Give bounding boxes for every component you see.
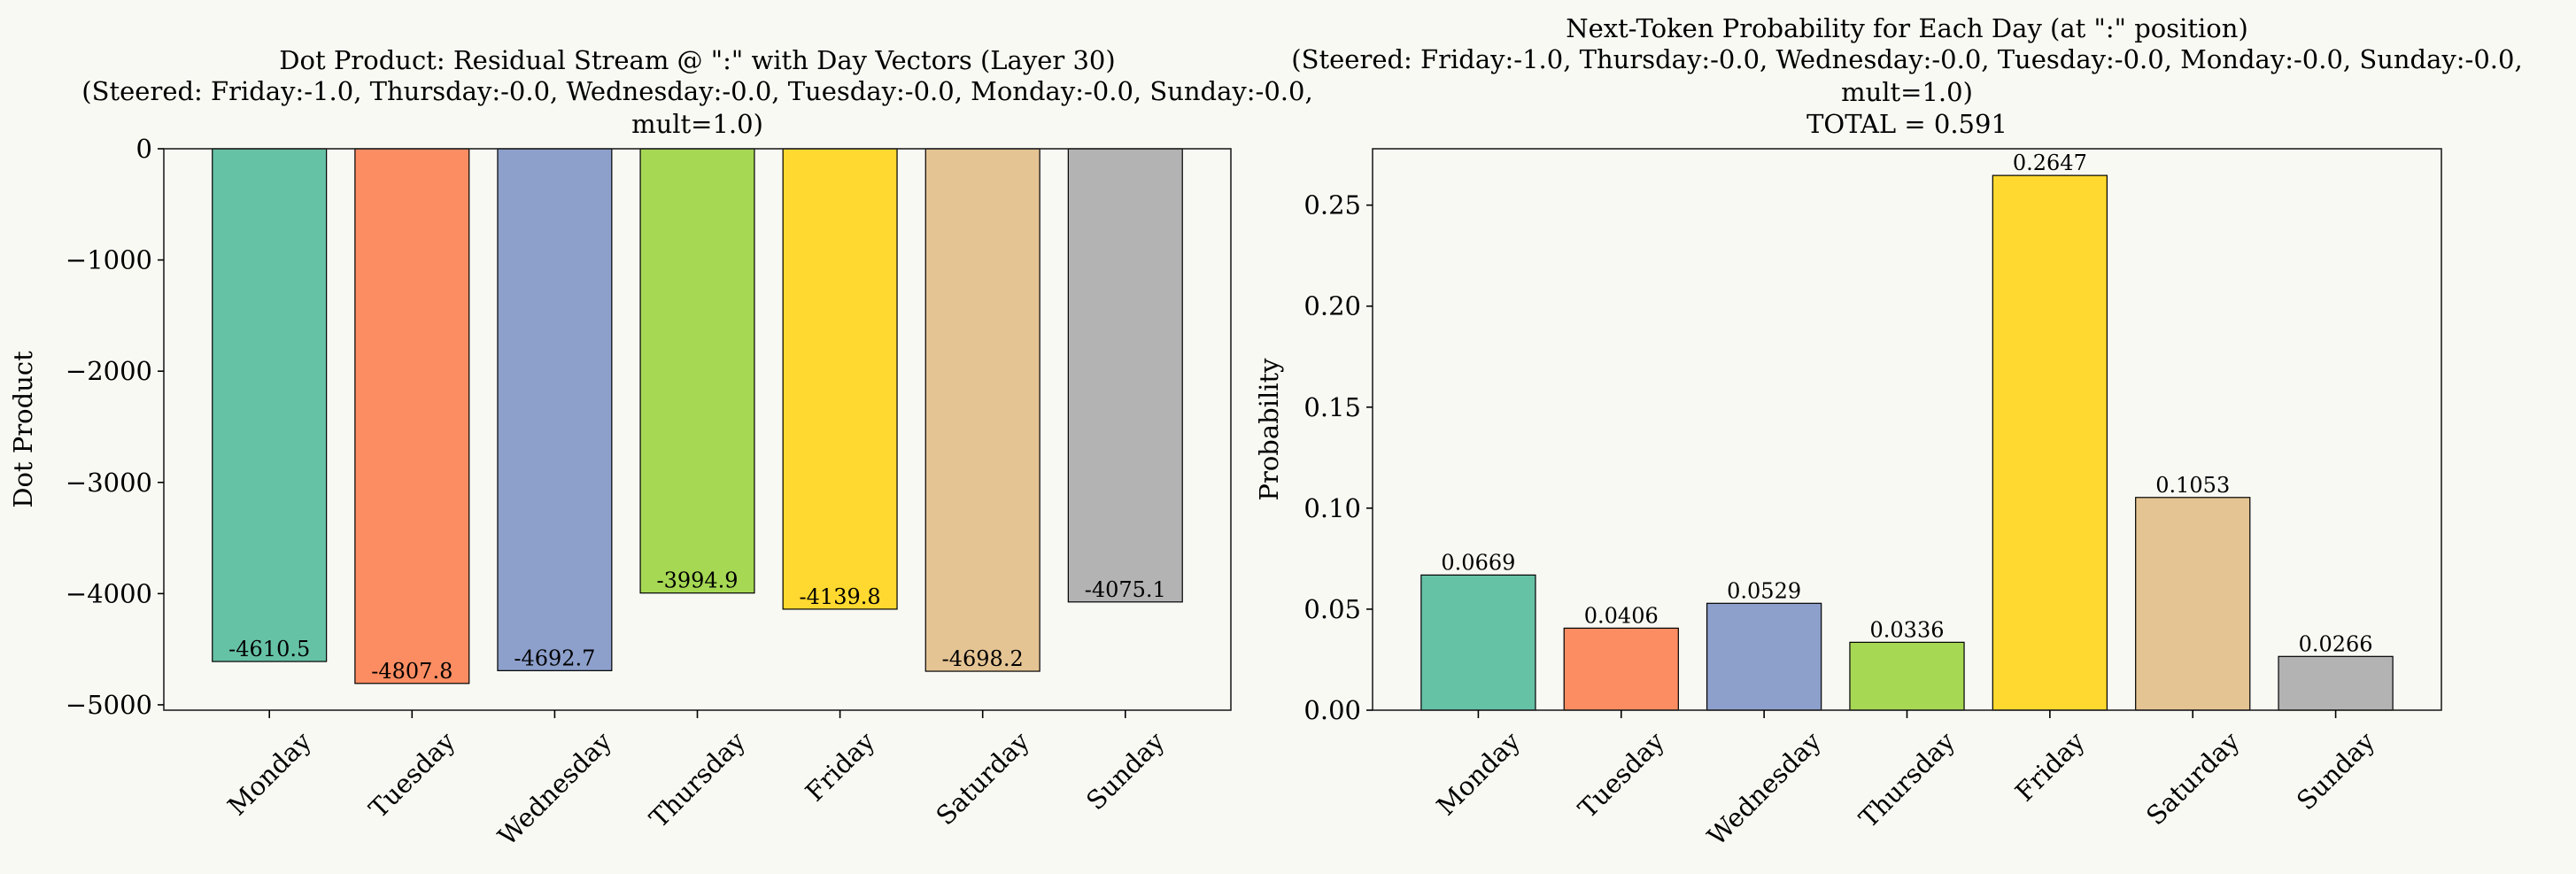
chart-title-line: (Steered: Friday:-1.0, Thursday:-0.0, We… — [1291, 44, 2522, 74]
y-tick-label: −5000 — [66, 690, 152, 720]
y-tick-label: −1000 — [66, 245, 152, 275]
chart-title-line: Next-Token Probability for Each Day (at … — [1566, 13, 2248, 43]
bar-wednesday — [497, 148, 613, 671]
data-label: 0.0529 — [1727, 578, 1801, 603]
data-label: -4610.5 — [228, 637, 310, 661]
data-label: -3994.9 — [656, 568, 738, 593]
bar-thursday — [639, 148, 755, 594]
bar-monday — [212, 148, 328, 662]
y-tick-label: −2000 — [66, 356, 152, 386]
data-label: -4139.8 — [800, 584, 881, 609]
chart-title-line: (Steered: Friday:-1.0, Thursday:-0.0, We… — [81, 76, 1312, 106]
bar-saturday — [924, 148, 1040, 672]
y-tick-label: 0.05 — [1303, 594, 1361, 624]
data-label: -4698.2 — [942, 646, 1024, 671]
y-tick-label: −4000 — [66, 578, 152, 608]
y-tick-label: 0.15 — [1303, 392, 1361, 422]
y-tick-label: 0 — [136, 134, 152, 164]
bar-sunday — [2278, 655, 2394, 711]
bar-sunday — [1067, 148, 1183, 603]
data-label: 0.1053 — [2155, 473, 2230, 498]
y-tick-label: 0.10 — [1303, 493, 1361, 523]
data-label: 0.0266 — [2299, 631, 2373, 656]
chart-title-line: TOTAL = 0.591 — [1806, 109, 2007, 139]
y-tick-label: 0.00 — [1303, 695, 1361, 725]
data-label: -4075.1 — [1085, 577, 1166, 602]
bar-monday — [1420, 574, 1536, 711]
bar-wednesday — [1706, 602, 1822, 711]
bar-saturday — [2135, 497, 2251, 711]
data-label: -4692.7 — [514, 646, 595, 670]
chart-title-line: mult=1.0) — [1841, 77, 1973, 107]
chart-title-line: Dot Product: Residual Stream @ ":" with … — [279, 45, 1115, 75]
data-label: -4807.8 — [371, 659, 453, 684]
bar-friday — [782, 148, 898, 610]
y-tick-label: −3000 — [66, 468, 152, 498]
bar-friday — [1992, 174, 2108, 711]
data-label: 0.0336 — [1870, 617, 1945, 642]
bar-thursday — [1849, 641, 1965, 711]
y-axis-label: Probability — [1254, 358, 1284, 501]
data-label: 0.0406 — [1584, 603, 1659, 628]
chart-title-line: mult=1.0) — [631, 109, 763, 139]
y-axis-label: Dot Product — [8, 351, 38, 508]
y-tick-label: 0.20 — [1303, 291, 1361, 321]
data-label: 0.2647 — [2013, 151, 2087, 175]
bar-tuesday — [1563, 627, 1679, 711]
bar-tuesday — [354, 148, 470, 685]
data-label: 0.0669 — [1441, 550, 1515, 575]
y-tick-label: 0.25 — [1303, 190, 1361, 220]
